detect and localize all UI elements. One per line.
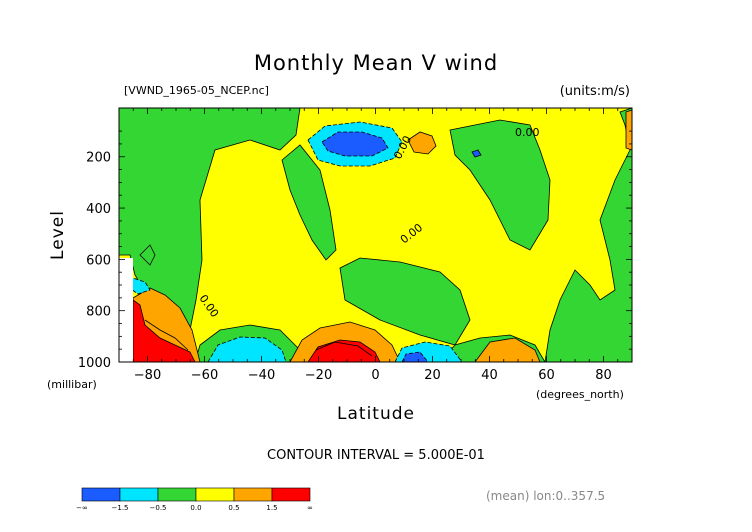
colorbar-label: −∞ [76,504,88,512]
colorbar-label: 0.0 [190,504,201,512]
colorbar-swatch [157,487,197,502]
x-tick-label: 20 [424,368,441,383]
contour-region-blue [401,351,429,362]
colorbar-swatch [271,487,311,502]
x-tick-label: −40 [248,368,275,383]
colorbar-label: −1.5 [112,504,129,512]
x-tick-label: 0 [371,368,379,383]
x-tick-label: −20 [305,368,332,383]
y-tick-label: 1000 [78,356,111,371]
x-tick-label: −60 [191,368,218,383]
y-axis-label: Level [48,210,68,260]
contour-region-orange [474,337,541,362]
colorbar: −∞ −1.5 −0.5 0.0 0.5 1.5 ∞ [76,487,313,512]
contour-region-red [132,299,196,362]
tick-labels: −80 −60 −40 −20 0 20 40 60 80 200 400 600 800 1000 [78,151,612,383]
contour-region-cyan [207,336,287,362]
axis-ticks [118,108,633,363]
y-tick-label: 600 [86,253,111,268]
contour-region-blue [471,149,482,158]
contour-region-green [339,257,471,346]
x-tick-label: 80 [595,368,612,383]
contour-region-orange [625,109,632,151]
x-tick-label: −80 [134,368,161,383]
colorbar-swatch [233,487,273,502]
contour-region-green [119,108,301,341]
contour-line [144,319,189,351]
contour-region-blue [321,131,389,157]
x-axis-label: Latitude [337,404,415,424]
y-tick-label: 400 [86,202,111,217]
colorbar-label: −0.5 [150,504,167,512]
missing-data-area [119,258,133,362]
contour-region-green [139,244,156,266]
y-axis-units: (millibar) [47,378,97,391]
y-tick-label: 200 [86,151,111,166]
y-tick-label: 800 [86,305,111,320]
units-label: (units:m/s) [560,84,630,99]
colorbar-label: ∞ [307,504,313,512]
contour-line [315,341,373,357]
dataset-label: [VWND_1965-05_NCEP.nc] [124,84,269,97]
contour-region-green [281,144,337,261]
x-tick-label: 60 [538,368,555,383]
colorbar-swatch [119,487,159,502]
chart-title: Monthly Mean V wind [254,51,498,75]
footer-note: (mean) lon:0..357.5 [486,489,605,503]
x-tick-label: 40 [481,368,498,383]
contour-label: 0.00 [515,126,540,139]
contour-region-orange [407,131,437,155]
x-axis-units: (degrees_north) [536,388,624,401]
contour-interval: CONTOUR INTERVAL = 5.000E-01 [267,448,485,463]
colorbar-label: 1.5 [266,504,277,512]
colorbar-label: 0.5 [228,504,239,512]
colorbar-swatch [195,487,235,502]
plot-area [119,108,632,362]
colorbar-swatch [81,487,121,502]
